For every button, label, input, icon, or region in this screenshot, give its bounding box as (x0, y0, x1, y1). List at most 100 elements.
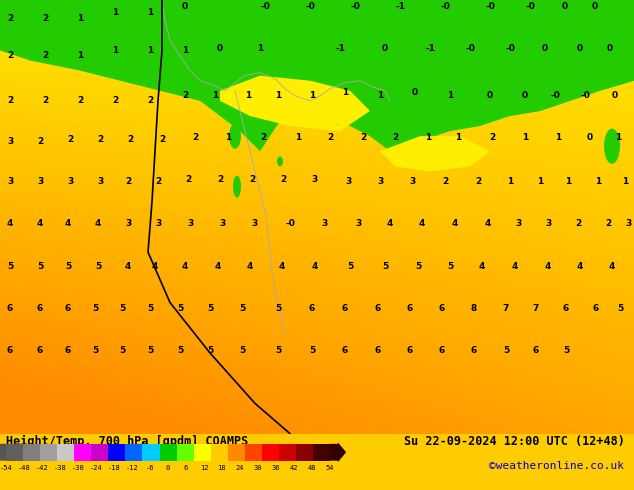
Text: 3: 3 (625, 220, 631, 228)
Text: 6: 6 (7, 346, 13, 355)
Text: 5: 5 (347, 262, 353, 271)
Text: 5: 5 (92, 346, 98, 355)
Text: 4: 4 (485, 220, 491, 228)
Text: 2: 2 (392, 133, 398, 142)
Text: 2: 2 (489, 133, 495, 142)
Text: 1: 1 (147, 46, 153, 55)
Text: 0: 0 (592, 1, 598, 11)
Text: 2: 2 (280, 175, 286, 184)
Text: 4: 4 (312, 262, 318, 271)
Bar (160, 444, 176, 461)
Text: 3: 3 (345, 177, 351, 186)
Text: 1: 1 (522, 133, 528, 142)
Bar (278, 444, 295, 461)
Text: 2: 2 (42, 14, 48, 23)
Text: 2: 2 (127, 135, 133, 144)
Bar (193, 444, 210, 461)
Text: 2: 2 (575, 220, 581, 228)
Text: 1: 1 (257, 44, 263, 53)
Text: 4: 4 (479, 262, 485, 271)
Text: 3: 3 (7, 177, 13, 186)
Text: 3: 3 (252, 220, 258, 228)
Text: -6: -6 (146, 465, 154, 471)
Polygon shape (220, 75, 370, 131)
Text: 6: 6 (407, 346, 413, 355)
Text: 1: 1 (622, 177, 628, 186)
Text: 2: 2 (125, 177, 131, 186)
Text: 5: 5 (503, 346, 509, 355)
Text: 1: 1 (212, 91, 218, 100)
Text: 4: 4 (182, 262, 188, 271)
Text: 24: 24 (236, 465, 244, 471)
Text: 5: 5 (119, 304, 125, 313)
Text: 0: 0 (522, 91, 528, 100)
Text: 6: 6 (407, 304, 413, 313)
Text: 4: 4 (247, 262, 253, 271)
Text: 5: 5 (207, 346, 213, 355)
Text: 2: 2 (249, 175, 255, 184)
Text: 7: 7 (503, 304, 509, 313)
Text: 4: 4 (452, 220, 458, 228)
Text: 2: 2 (42, 97, 48, 105)
Text: -12: -12 (126, 465, 138, 471)
Text: 5: 5 (95, 262, 101, 271)
Text: 1: 1 (225, 133, 231, 142)
Bar (91, 444, 108, 461)
Bar (74, 444, 91, 461)
Text: 1: 1 (147, 8, 153, 17)
Text: 0: 0 (487, 91, 493, 100)
Text: 0: 0 (577, 44, 583, 53)
Text: 2: 2 (37, 137, 43, 146)
Text: 1: 1 (295, 133, 301, 142)
Text: 0: 0 (217, 44, 223, 53)
Text: -0: -0 (440, 1, 450, 11)
Text: 2: 2 (260, 133, 266, 142)
Text: 4: 4 (65, 220, 71, 228)
Text: 0: 0 (562, 1, 568, 11)
Text: 3: 3 (187, 220, 193, 228)
Text: 2: 2 (217, 175, 223, 184)
Text: 1: 1 (615, 133, 621, 142)
Text: 2: 2 (442, 177, 448, 186)
Text: 1: 1 (182, 46, 188, 55)
Text: 5: 5 (617, 304, 623, 313)
Text: -0: -0 (465, 44, 475, 53)
Text: -0: -0 (580, 91, 590, 100)
Text: 5: 5 (147, 304, 153, 313)
Text: 3: 3 (322, 220, 328, 228)
Text: 5: 5 (37, 262, 43, 271)
Text: 3: 3 (545, 220, 551, 228)
Text: 6: 6 (593, 304, 599, 313)
Text: -42: -42 (36, 465, 49, 471)
Bar (210, 444, 228, 461)
Text: 1: 1 (377, 91, 383, 100)
Text: 1: 1 (555, 133, 561, 142)
Text: 4: 4 (152, 262, 158, 271)
Text: 3: 3 (377, 177, 383, 186)
Text: 5: 5 (447, 262, 453, 271)
Text: -54: -54 (0, 465, 13, 471)
Text: 6: 6 (533, 346, 539, 355)
Text: 6: 6 (439, 304, 445, 313)
Text: -48: -48 (18, 465, 30, 471)
Text: 6: 6 (37, 346, 43, 355)
Text: 2: 2 (7, 51, 13, 60)
Text: 5: 5 (275, 346, 281, 355)
Bar (245, 444, 262, 461)
Text: 1: 1 (342, 88, 348, 98)
FancyArrow shape (0, 442, 6, 462)
Bar (41, 444, 58, 461)
Text: 1: 1 (77, 14, 83, 23)
Text: 4: 4 (279, 262, 285, 271)
Text: -0: -0 (525, 1, 535, 11)
Text: 2: 2 (67, 135, 73, 144)
Text: 1: 1 (112, 8, 118, 17)
Text: 4: 4 (215, 262, 221, 271)
Text: 0: 0 (542, 44, 548, 53)
Text: 5: 5 (65, 262, 71, 271)
Text: 4: 4 (387, 220, 393, 228)
Text: 4: 4 (609, 262, 615, 271)
Text: 3: 3 (219, 220, 225, 228)
Text: 3: 3 (355, 220, 361, 228)
Text: 5: 5 (147, 346, 153, 355)
